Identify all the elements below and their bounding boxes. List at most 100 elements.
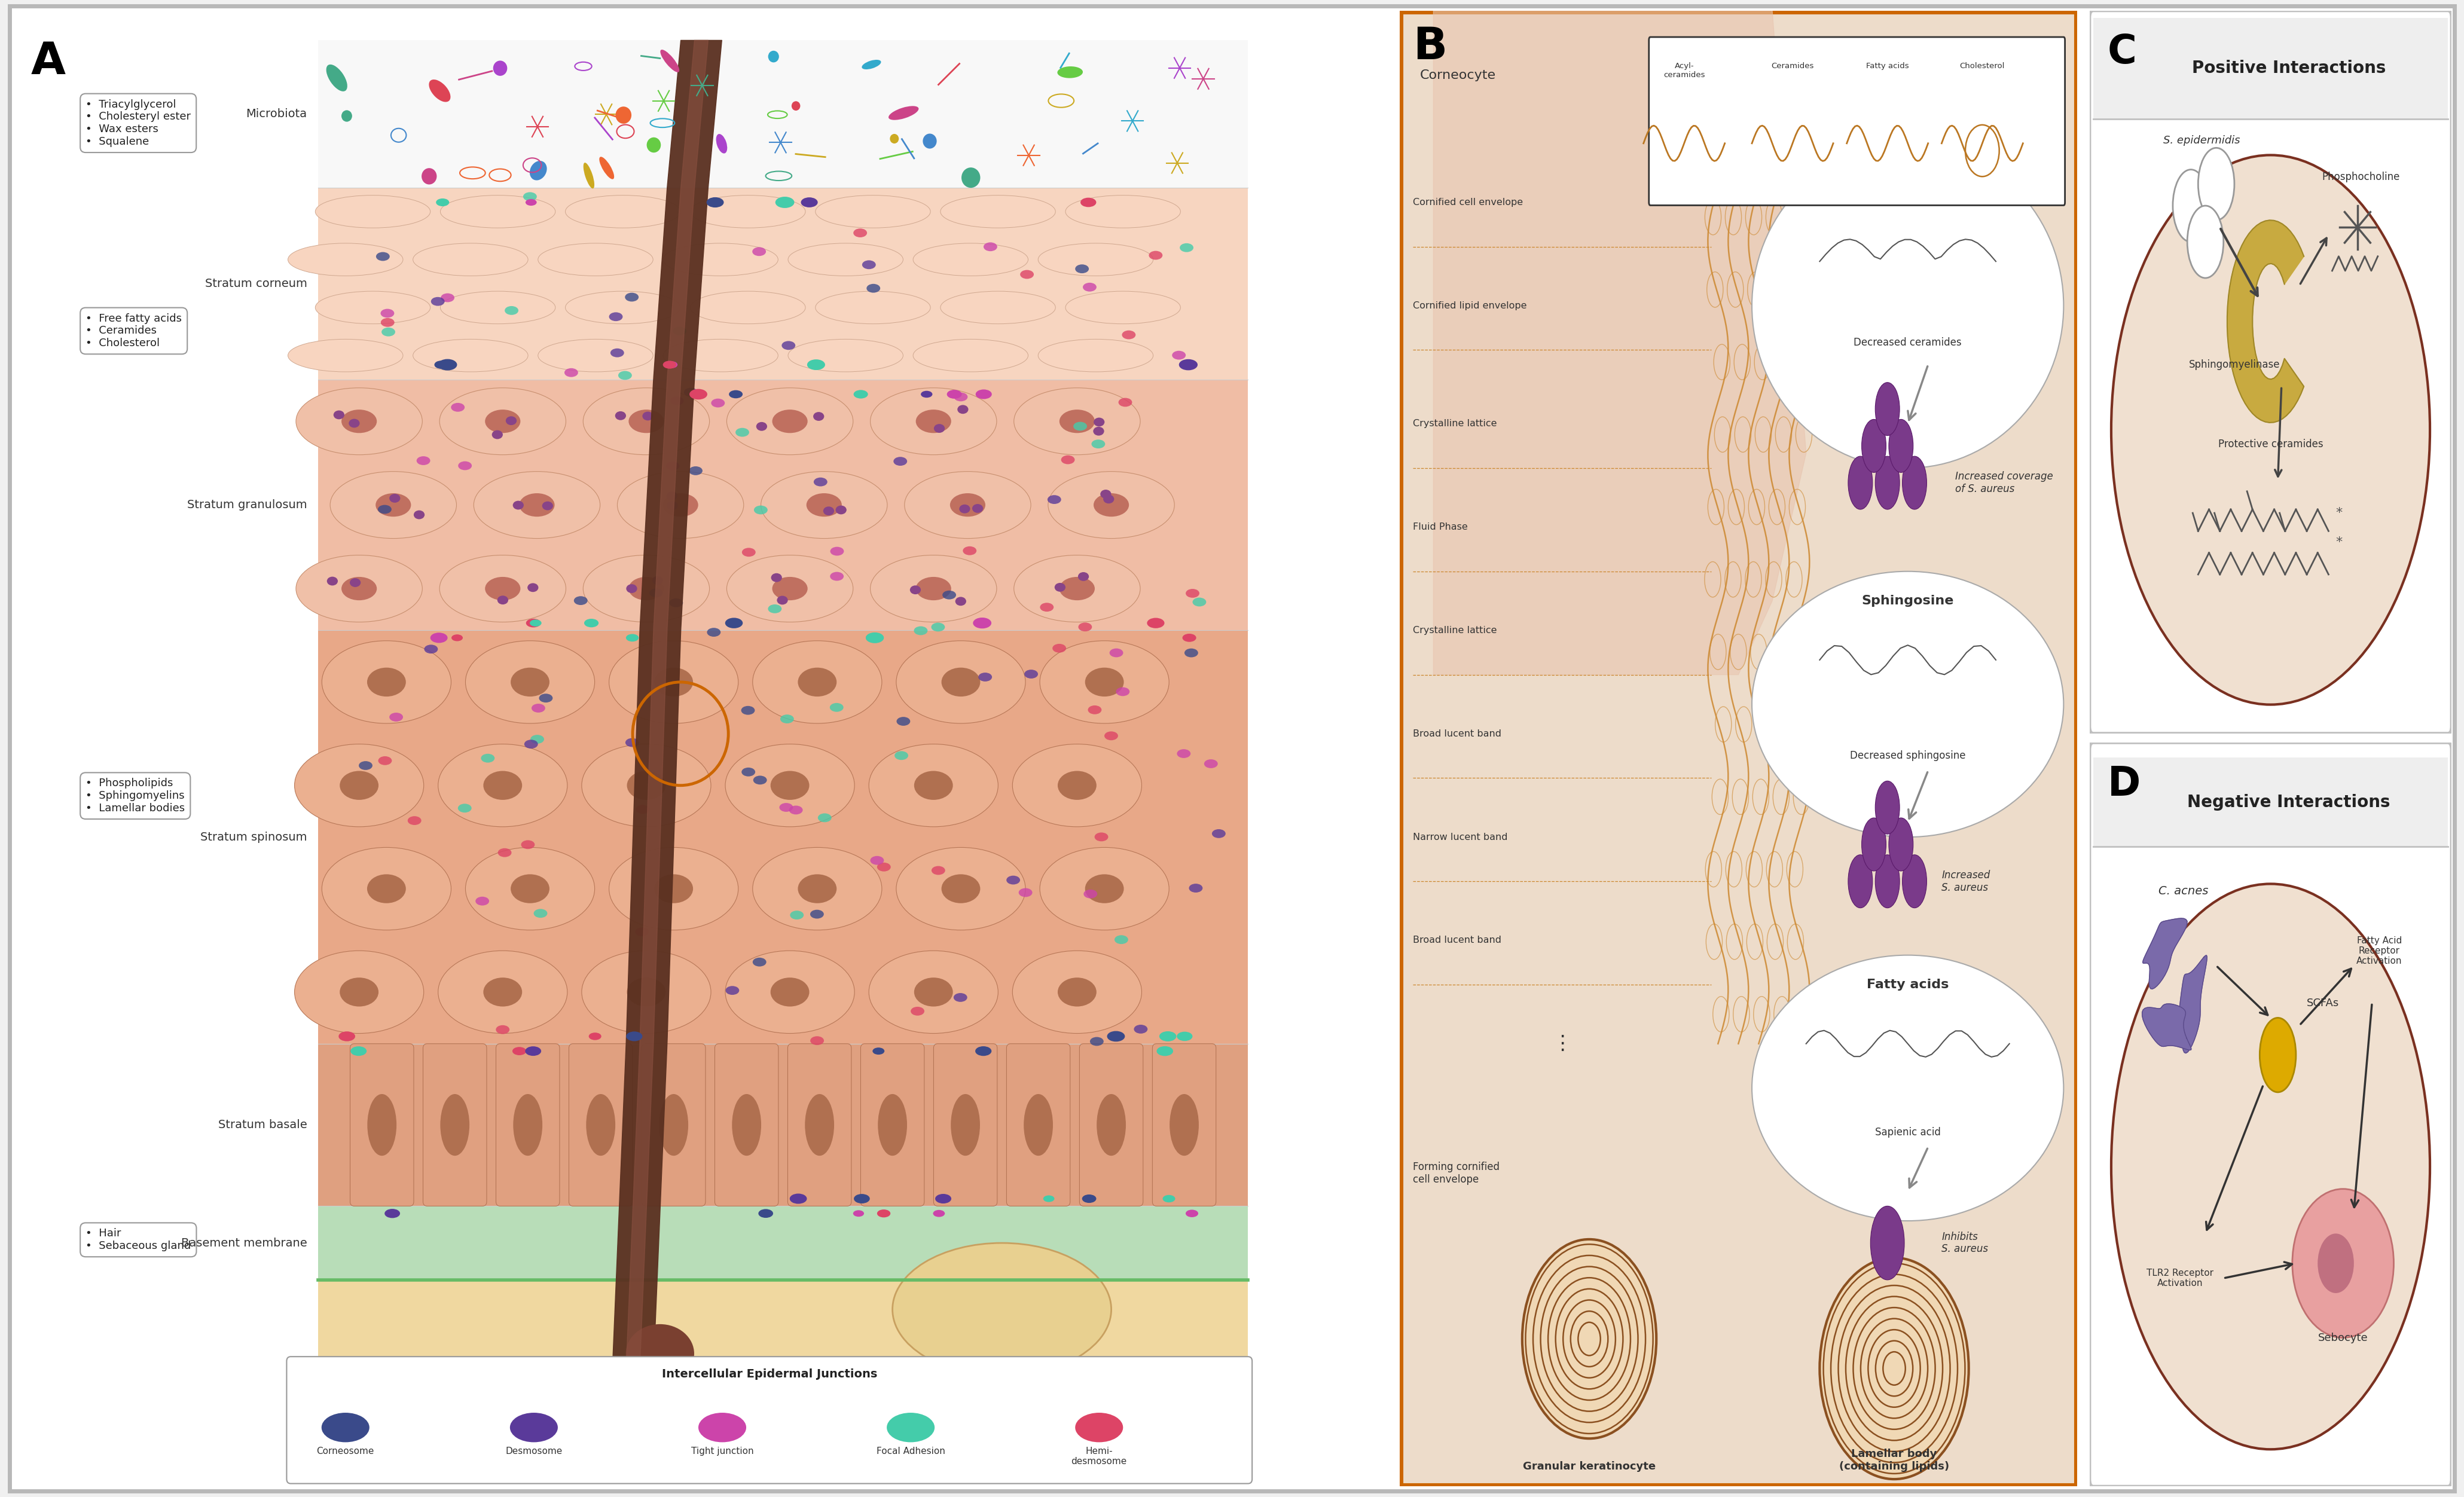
Ellipse shape [752, 641, 882, 723]
Ellipse shape [1185, 1210, 1198, 1217]
Ellipse shape [1163, 1195, 1175, 1202]
Ellipse shape [416, 457, 431, 466]
Circle shape [616, 106, 631, 124]
Text: *: * [2336, 507, 2343, 519]
FancyBboxPatch shape [2092, 757, 2449, 847]
Ellipse shape [618, 371, 631, 380]
Ellipse shape [466, 847, 594, 930]
Ellipse shape [1183, 633, 1195, 642]
Ellipse shape [439, 744, 567, 826]
Ellipse shape [441, 195, 554, 228]
Ellipse shape [1084, 668, 1124, 696]
Text: Narrow lucent band: Narrow lucent band [1412, 832, 1508, 841]
Ellipse shape [1057, 978, 1096, 1006]
Ellipse shape [813, 412, 823, 421]
Ellipse shape [342, 410, 377, 433]
Text: Broad lucent band: Broad lucent band [1412, 729, 1501, 738]
Ellipse shape [663, 361, 675, 368]
Circle shape [961, 168, 981, 187]
Ellipse shape [1052, 644, 1067, 653]
Ellipse shape [894, 457, 907, 466]
Ellipse shape [914, 243, 1027, 275]
Circle shape [924, 133, 936, 148]
Ellipse shape [877, 1210, 890, 1217]
Ellipse shape [1173, 350, 1185, 359]
Ellipse shape [958, 406, 968, 413]
Polygon shape [2227, 220, 2304, 422]
Ellipse shape [414, 243, 527, 275]
Ellipse shape [584, 163, 594, 189]
Ellipse shape [1119, 398, 1131, 407]
Ellipse shape [963, 546, 976, 555]
Ellipse shape [530, 620, 542, 627]
Text: Corneocyte: Corneocyte [1419, 69, 1496, 81]
Ellipse shape [870, 555, 995, 623]
Text: Desmosome: Desmosome [505, 1446, 562, 1455]
Ellipse shape [582, 951, 712, 1033]
Text: Basement membrane: Basement membrane [182, 1238, 308, 1248]
Ellipse shape [877, 1094, 907, 1156]
Ellipse shape [367, 1094, 397, 1156]
Ellipse shape [2112, 883, 2430, 1449]
Ellipse shape [941, 590, 956, 599]
Ellipse shape [626, 293, 638, 301]
Ellipse shape [431, 633, 448, 642]
Ellipse shape [941, 195, 1055, 228]
Circle shape [769, 51, 779, 63]
Text: Cholesterol: Cholesterol [1959, 63, 2006, 70]
Text: Increased coverage
of S. aureus: Increased coverage of S. aureus [1954, 472, 2053, 494]
Circle shape [1848, 855, 1873, 907]
Ellipse shape [424, 645, 439, 654]
Text: Inhibits
S. aureus: Inhibits S. aureus [1942, 1232, 1988, 1254]
Ellipse shape [315, 292, 431, 323]
Ellipse shape [976, 389, 993, 400]
Ellipse shape [628, 410, 663, 433]
Polygon shape [2144, 918, 2188, 990]
Ellipse shape [909, 585, 922, 594]
Ellipse shape [897, 717, 909, 726]
Ellipse shape [525, 1046, 542, 1055]
FancyBboxPatch shape [10, 6, 2454, 1491]
Ellipse shape [754, 775, 766, 784]
Ellipse shape [771, 573, 781, 582]
Ellipse shape [1057, 66, 1082, 78]
Ellipse shape [1089, 1037, 1104, 1046]
Ellipse shape [1013, 951, 1141, 1033]
Ellipse shape [1040, 603, 1055, 612]
FancyBboxPatch shape [318, 40, 1249, 187]
Ellipse shape [1089, 705, 1101, 714]
Ellipse shape [1104, 732, 1119, 740]
Text: ⋮: ⋮ [1552, 1034, 1572, 1054]
Ellipse shape [941, 292, 1055, 323]
Text: •  Triacylglycerol
•  Cholesteryl ester
•  Wax esters
•  Squalene: • Triacylglycerol • Cholesteryl ester • … [86, 99, 190, 147]
Ellipse shape [1752, 955, 2062, 1222]
Circle shape [1870, 1207, 1905, 1280]
Ellipse shape [1092, 440, 1106, 449]
Ellipse shape [1752, 144, 2062, 469]
Ellipse shape [830, 704, 843, 713]
Text: Crystalline lattice: Crystalline lattice [1412, 419, 1498, 428]
Ellipse shape [734, 428, 749, 437]
Ellipse shape [407, 816, 421, 825]
FancyBboxPatch shape [17, 10, 1385, 1487]
Ellipse shape [811, 910, 823, 919]
Ellipse shape [584, 388, 710, 455]
Ellipse shape [771, 410, 808, 433]
Ellipse shape [532, 704, 545, 713]
Ellipse shape [754, 506, 769, 515]
Ellipse shape [788, 340, 904, 371]
Circle shape [1863, 817, 1885, 871]
Ellipse shape [618, 472, 744, 539]
Ellipse shape [1101, 490, 1111, 499]
Polygon shape [1434, 10, 1806, 675]
Polygon shape [2178, 955, 2208, 1054]
Ellipse shape [936, 1195, 951, 1204]
Ellipse shape [485, 410, 520, 433]
Ellipse shape [717, 133, 727, 153]
Ellipse shape [330, 472, 456, 539]
Ellipse shape [527, 584, 540, 591]
Ellipse shape [1116, 687, 1129, 696]
Ellipse shape [1079, 623, 1092, 632]
FancyBboxPatch shape [318, 379, 1249, 630]
Ellipse shape [530, 160, 547, 180]
